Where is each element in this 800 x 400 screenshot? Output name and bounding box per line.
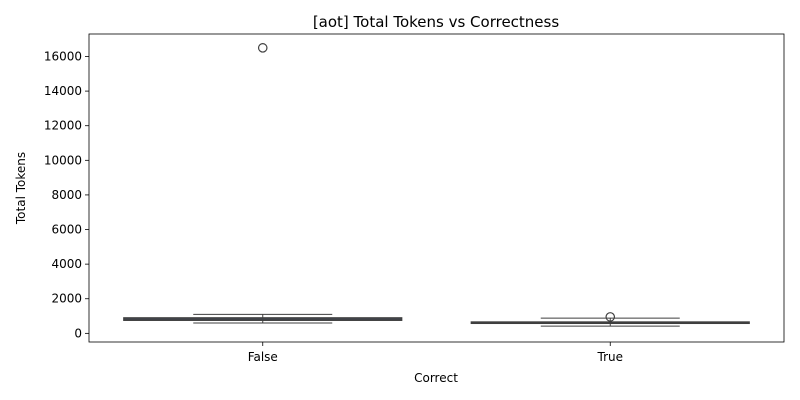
y-tick-label: 14000	[44, 84, 82, 98]
x-axis-ticks: False True	[248, 342, 623, 364]
y-tick-label: 6000	[51, 223, 82, 237]
y-tick-label: 0	[74, 326, 82, 340]
chart-title: [aot] Total Tokens vs Correctness	[313, 13, 560, 31]
plot-area	[123, 43, 750, 327]
outlier-point	[257, 43, 268, 53]
y-tick-label: 2000	[51, 292, 82, 306]
axes-frame	[88, 33, 785, 343]
x-axis-label: Correct	[414, 371, 458, 385]
box-false	[123, 43, 403, 324]
outlier-point	[605, 312, 616, 322]
y-tick-label: 10000	[44, 153, 82, 167]
y-axis-label: Total Tokens	[14, 152, 28, 225]
y-tick-label: 12000	[44, 119, 82, 133]
x-tick-label: False	[248, 350, 278, 364]
y-tick-label: 16000	[44, 49, 82, 63]
y-axis-ticks: 0 2000 4000 6000 8000 10000 12000 14000 16000	[44, 49, 89, 340]
box-true	[470, 312, 750, 327]
y-tick-label: 8000	[51, 188, 82, 202]
x-tick-label: True	[597, 350, 624, 364]
y-tick-label: 4000	[51, 257, 82, 271]
